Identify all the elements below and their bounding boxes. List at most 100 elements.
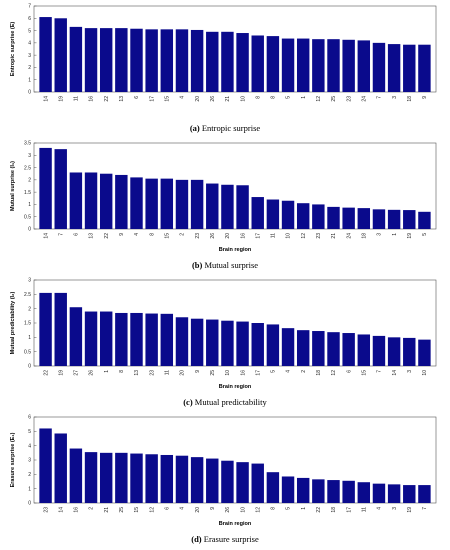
bar	[266, 36, 280, 92]
bar	[130, 28, 143, 93]
x-tick-label: 12	[301, 233, 307, 239]
x-tick-label: 4	[286, 370, 292, 373]
x-tick-label: 22	[104, 233, 110, 239]
x-tick-label: 19	[407, 233, 413, 239]
x-tick-label: 23	[195, 233, 201, 239]
chart-panel-a: 0 1 2 3 4 5 6 7 14 19 11 16 22 13 6 17 15 4 20 26 21 10 8 8 5 1 12…	[0, 0, 450, 137]
y-tick-label: 3	[28, 278, 31, 284]
bar	[372, 483, 386, 503]
y-tick-label: 5	[28, 28, 31, 34]
bar	[115, 174, 128, 229]
x-tick-label: 3	[392, 96, 398, 99]
bar	[266, 472, 280, 503]
x-tick-label: 14	[43, 233, 49, 239]
caption-a-label: (a)	[189, 123, 200, 133]
bar	[190, 29, 204, 92]
y-tick-label: 2.5	[24, 165, 31, 171]
bar	[99, 311, 113, 366]
x-tick-label: 5	[422, 233, 428, 236]
x-tick-label: 9	[119, 233, 125, 236]
caption-d: (d) Erasure surprise	[0, 534, 450, 544]
bar	[160, 313, 174, 366]
bar	[84, 311, 98, 366]
bar	[403, 337, 416, 366]
x-tick-label: 6	[165, 507, 171, 510]
bar	[221, 320, 234, 366]
bar	[115, 28, 128, 92]
x-tick-label: 21	[225, 96, 231, 102]
x-tick-label: 19	[58, 370, 64, 376]
bar	[296, 203, 310, 229]
bar	[54, 18, 67, 93]
bar	[236, 462, 249, 503]
x-tick-label: 20	[195, 507, 201, 513]
bar	[190, 179, 204, 229]
y-tick-label: 0.5	[24, 214, 31, 220]
bar	[251, 35, 264, 92]
caption-a: (a) Entropic surprise	[0, 123, 450, 133]
bar	[236, 33, 249, 92]
x-tick-label: 4	[180, 96, 186, 99]
x-tick-label: 1	[301, 96, 307, 99]
caption-c-label: (c)	[183, 397, 193, 407]
x-tick-label: 7	[58, 233, 64, 236]
x-tick-label: 6	[74, 233, 80, 236]
x-tick-label: 22	[104, 96, 110, 102]
x-tick-label: 17	[255, 370, 261, 376]
bar	[372, 335, 386, 366]
bar	[115, 312, 128, 366]
x-tick-label: 18	[316, 370, 322, 376]
bar	[418, 485, 431, 503]
x-tick-label: 23	[43, 507, 49, 513]
x-axis-label: Brain region	[219, 247, 252, 253]
bar	[357, 208, 371, 229]
bar	[327, 39, 340, 92]
bar	[236, 185, 249, 229]
x-tick-label: 19	[58, 96, 64, 102]
y-tick-label: 2	[28, 472, 31, 478]
y-tick-label: 2	[28, 306, 31, 312]
caption-b-text: Mutual surprise	[204, 260, 259, 270]
y-tick-label: 2	[28, 178, 31, 184]
x-tick-label: 8	[255, 96, 261, 99]
bar	[99, 28, 113, 92]
x-tick-label: 16	[89, 96, 95, 102]
bar	[84, 452, 98, 503]
y-tick-label: 4	[28, 41, 31, 47]
y-axis-label: Entropic surprise (E)	[10, 22, 16, 77]
x-tick-label: 18	[362, 233, 368, 239]
bar	[342, 39, 355, 92]
bar	[69, 172, 83, 229]
x-tick-label: 15	[134, 507, 140, 513]
bar	[54, 149, 67, 229]
x-tick-label: 23	[149, 370, 155, 376]
y-tick-label: 1.5	[24, 321, 31, 327]
bar	[160, 178, 174, 229]
x-tick-label: 11	[362, 507, 368, 512]
x-tick-label: 12	[255, 507, 261, 513]
x-tick-label: 1	[104, 370, 110, 373]
bar	[145, 454, 158, 503]
x-tick-label: 24	[346, 233, 352, 239]
x-tick-label: 23	[316, 233, 322, 239]
x-tick-label: 23	[346, 96, 352, 102]
bar	[69, 307, 83, 366]
x-tick-label: 13	[134, 370, 140, 376]
x-tick-label: 25	[331, 96, 337, 102]
y-tick-label: 7	[28, 4, 31, 10]
y-tick-label: 0	[28, 227, 31, 233]
y-tick-label: 4	[28, 443, 31, 449]
x-tick-label: 5	[286, 96, 292, 99]
x-tick-label: 11	[165, 370, 171, 375]
bar	[266, 199, 280, 229]
bar	[281, 38, 295, 92]
x-tick-label: 25	[119, 507, 125, 513]
bar	[99, 452, 113, 503]
x-tick-label: 15	[362, 370, 368, 376]
bar	[145, 313, 158, 366]
x-tick-label: 12	[149, 507, 155, 513]
bar	[281, 476, 295, 503]
x-tick-label: 17	[149, 96, 155, 102]
x-tick-label: 13	[89, 233, 95, 239]
bar	[206, 458, 219, 503]
